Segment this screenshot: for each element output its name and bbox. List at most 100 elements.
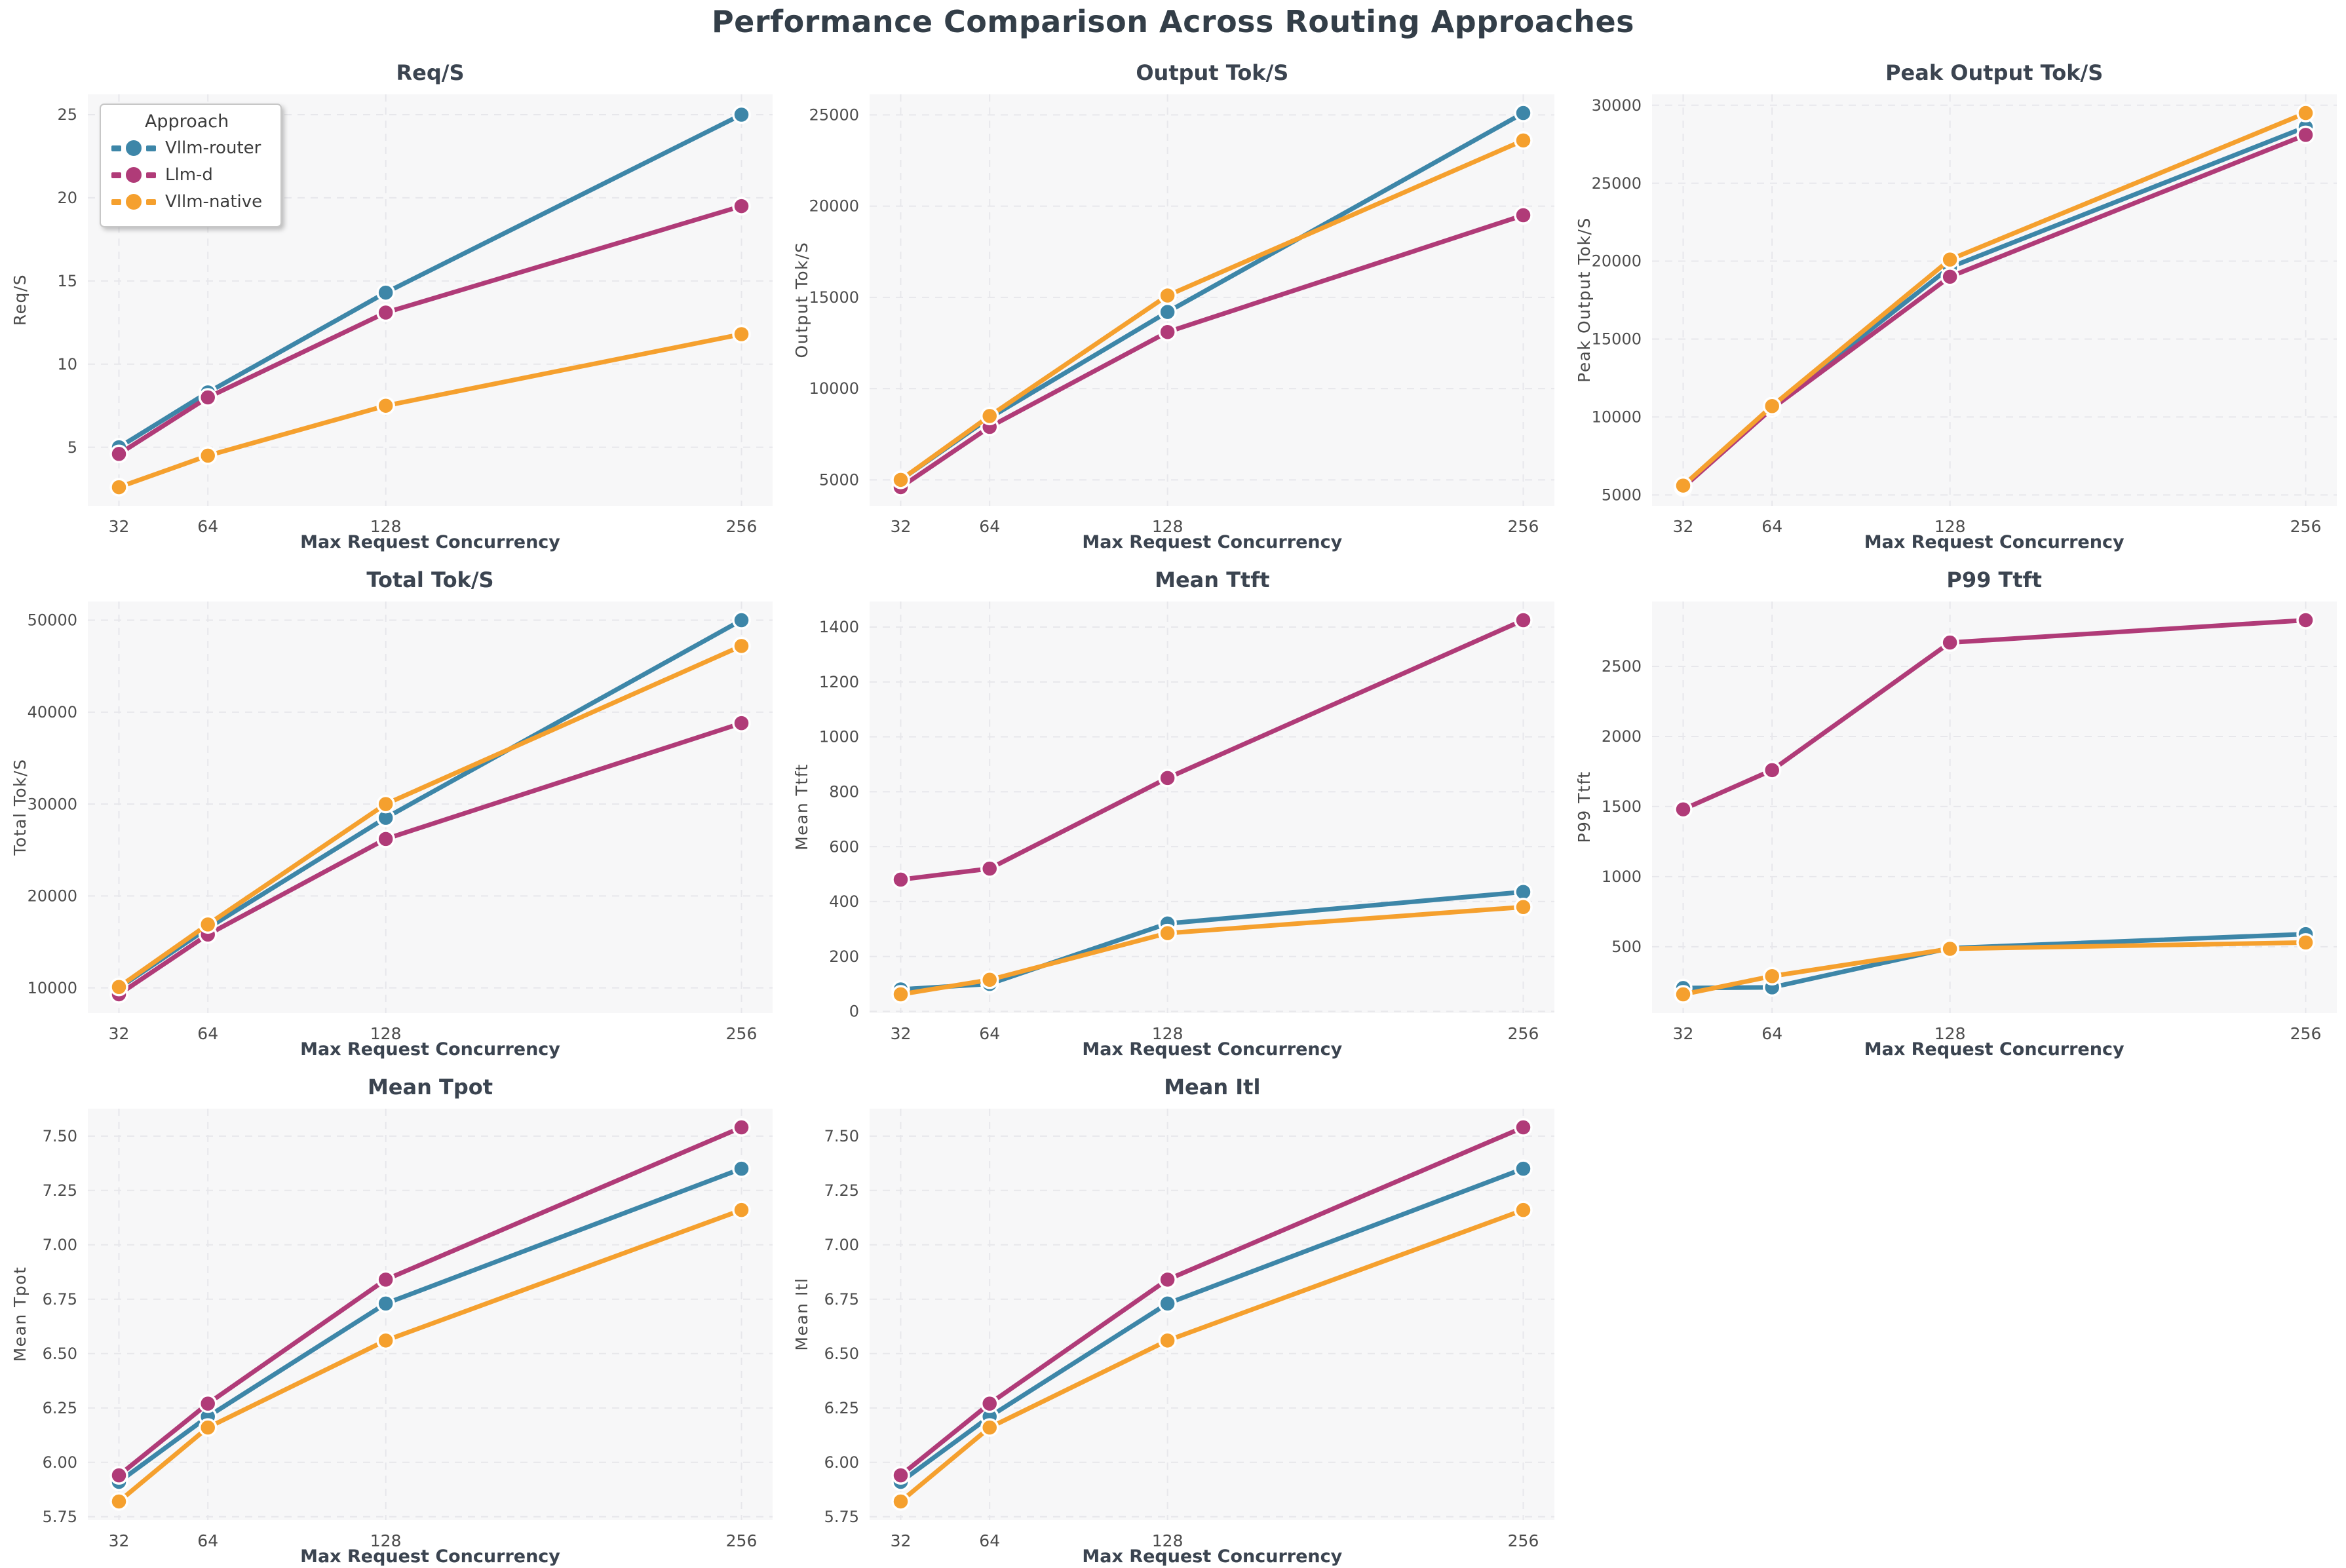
legend-item: Vllm-native [111,191,262,212]
chart-svg: 5000 10000 15000 20000 25000 32 64 128 256 [809,94,1555,536]
y-tick-label: 6.00 [824,1453,859,1472]
data-point-vllm-native [376,794,395,814]
data-point-vllm-native [1762,396,1782,416]
x-tick-label: 32 [891,517,912,536]
data-point-vllm-native [1514,1200,1533,1219]
y-tick-label: 20 [57,189,77,207]
data-point-llm-d [2296,125,2315,145]
data-point-vllm-native [109,977,128,997]
data-point-llm-d [1158,322,1178,341]
plot-background [870,1109,1555,1520]
y-tick-label: 600 [830,837,860,856]
series-line-llm-d [117,721,744,997]
chart-cell-total-tok-s: Total Tok/S Total Tok/S 10000 20000 30000 4… [0,553,782,1060]
y-tick-label: 15 [57,272,77,290]
legend-label: Llm-d [165,165,213,185]
data-point-llm-d [980,1394,999,1413]
x-tick-label: 32 [891,1531,912,1550]
chart-cell-p99-ttft: P99 Ttft P99 Ttft 500 1000 1500 2000 2500 32 6… [1564,553,2346,1060]
data-point-vllm-native [2296,933,2315,952]
y-tick-label: 10 [57,355,77,373]
chart-cell-mean-ttft: Mean Ttft Mean Ttft 0 200 400 600 800 1000 120… [782,553,1564,1060]
y-tick-label: 5000 [819,470,859,489]
data-point-vllm-native [1158,923,1178,943]
data-point-vllm-native [1514,898,1533,917]
y-tick-label: 40000 [28,703,77,721]
x-tick-label: 64 [980,517,1001,536]
chart-title: P99 Ttft [1946,567,2042,592]
data-point-vllm-native [980,1418,999,1437]
x-tick-label: 128 [1934,517,1965,536]
series-line-vllm-router [117,112,744,450]
data-point-vllm-native [980,970,999,989]
x-axis-label: Max Request Concurrency [300,1039,560,1060]
plot-background [870,602,1555,1013]
x-axis-label: Max Request Concurrency [1082,532,1343,552]
x-tick-label: 32 [109,1531,130,1550]
data-point-vllm-native [891,470,911,489]
data-point-llm-d [2296,611,2315,630]
y-tick-label: 25 [57,105,77,124]
empty-cell [1564,1060,2346,1567]
data-point-vllm-native [732,1200,751,1219]
plot-background [870,94,1555,506]
y-tick-label: 5.75 [43,1508,77,1526]
data-point-llm-d [198,388,218,407]
series-line-vllm-native [117,643,744,989]
x-tick-label: 256 [1508,517,1539,536]
series-line-llm-d [898,617,1526,882]
data-point-vllm-native [980,406,999,426]
subplot-grid: Req/S Req/S 5 10 15 20 25 32 64 128 256 Max Requ… [0,46,2346,1567]
data-point-llm-d [1673,799,1693,819]
y-tick-label: 1000 [819,728,859,746]
data-point-vllm-native [109,1492,128,1511]
data-point-llm-d [980,859,999,878]
data-point-vllm-native [891,985,911,1004]
y-tick-label: 1400 [819,618,859,636]
data-point-vllm-router [732,611,751,630]
data-point-vllm-native [1673,985,1693,1004]
chart-svg: 0 200 400 600 800 1000 1200 1400 32 64 128 256 [819,602,1555,1043]
data-point-vllm-router [732,105,751,124]
y-tick-label: 25000 [809,105,859,124]
data-point-vllm-native [1940,250,1959,269]
x-tick-label: 64 [980,1024,1001,1043]
series-line-vllm-native [117,332,744,490]
x-axis-label: Max Request Concurrency [300,532,560,552]
y-tick-label: 7.50 [824,1127,859,1145]
y-tick-label: 6.75 [43,1290,77,1309]
y-tick-label: 200 [830,947,860,966]
chart-svg: 5.75 6.00 6.25 6.50 6.75 7.00 7.25 7.50 32 64 128 2… [43,1109,773,1550]
data-point-llm-d [109,1466,128,1485]
x-tick-label: 64 [1761,517,1782,536]
series-line-vllm-native [898,138,1526,482]
data-point-vllm-native [1514,131,1533,150]
x-tick-label: 256 [2290,517,2321,536]
chart-title: Req/S [396,60,465,85]
y-tick-label: 20000 [28,887,77,906]
x-tick-label: 128 [1152,517,1183,536]
y-tick-label: 1200 [819,673,859,691]
y-tick-label: 7.00 [824,1236,859,1254]
data-point-llm-d [732,714,751,733]
y-tick-label: 800 [830,782,860,801]
y-tick-label: 7.00 [43,1236,77,1254]
y-tick-label: 6.50 [43,1345,77,1363]
y-tick-label: 6.25 [43,1399,77,1417]
y-tick-label: 50000 [28,611,77,630]
series-line-llm-d [898,213,1526,489]
legend-label: Vllm-router [165,138,261,158]
chart-cell-output-tok-s: Output Tok/S Output Tok/S 5000 10000 15000… [782,46,1564,553]
x-axis-label: Max Request Concurrency [1864,532,2125,552]
series-line-vllm-router [1680,932,2308,991]
data-point-vllm-native [732,636,751,656]
legend: Approach Vllm-router Llm-d Vllm-native [100,104,282,227]
series-line-vllm-native [1680,940,2308,997]
y-tick-label: 7.25 [824,1181,859,1200]
data-point-llm-d [376,1270,395,1290]
data-point-vllm-native [1158,286,1178,305]
x-axis-label: Max Request Concurrency [300,1546,560,1567]
x-tick-label: 32 [1672,517,1693,536]
y-tick-label: 25000 [1591,174,1641,193]
chart-svg: 5000 10000 15000 20000 25000 30000 32 64 128 256 [1591,94,2337,536]
